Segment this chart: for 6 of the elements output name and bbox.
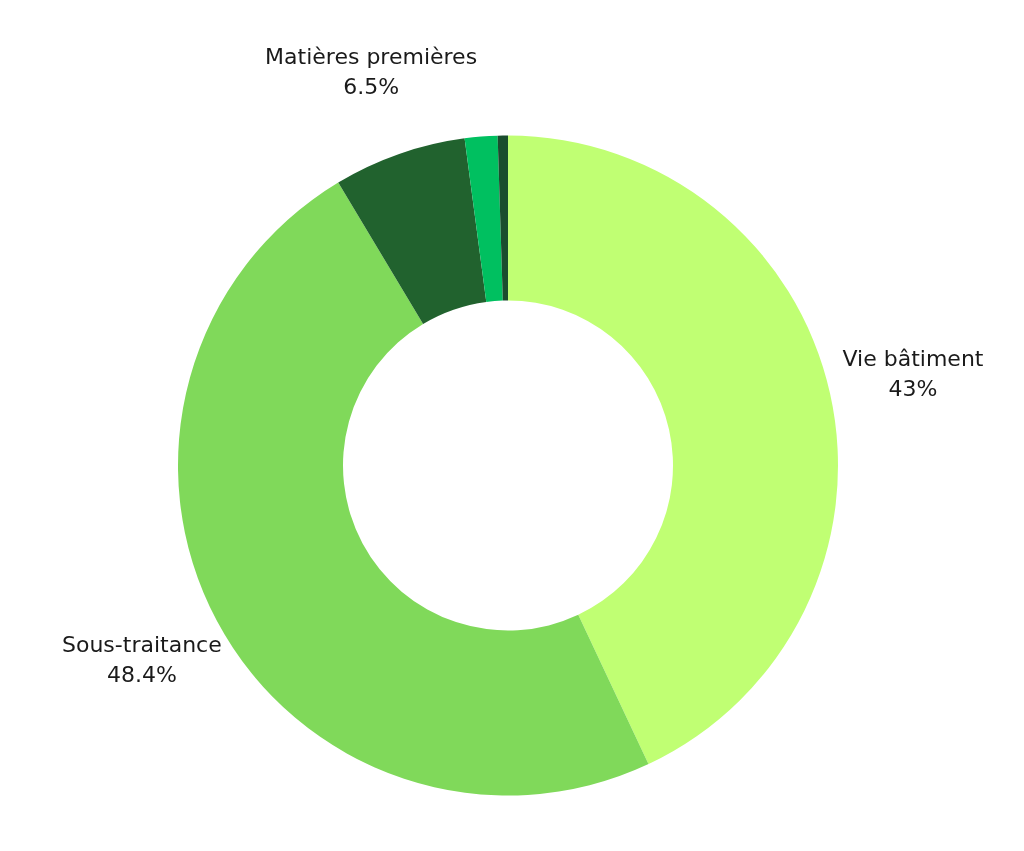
data-label: 6.5% — [343, 74, 400, 100]
data-label: 48.4% — [106, 661, 177, 687]
slice-label: Vie bâtiment — [842, 345, 984, 371]
slice-label: Matières premières — [265, 44, 478, 70]
slice-label: Sous-traitance — [61, 631, 222, 657]
data-label: 43% — [888, 375, 938, 401]
